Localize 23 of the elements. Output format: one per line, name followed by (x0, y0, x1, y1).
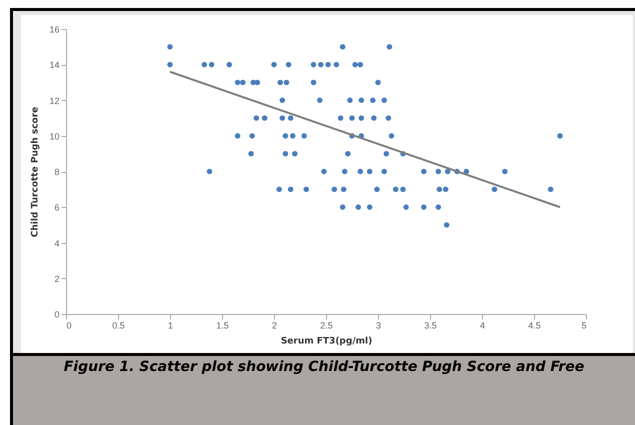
x-tick-label: 2 (272, 320, 278, 330)
y-tick-label: 0 (54, 310, 60, 320)
y-tick-label: 14 (49, 60, 60, 70)
y-tick-label: 6 (54, 202, 60, 213)
x-tick-label: 0.5 (112, 320, 125, 330)
x-tick-label: 4.5 (528, 320, 541, 330)
x-tick-label: 2.5 (320, 320, 333, 330)
y-tick-label: 12 (49, 96, 60, 106)
x-tick-label: 1.5 (216, 320, 229, 330)
y-tick-label: 4 (54, 238, 60, 248)
x-tick-label: 0 (66, 320, 72, 330)
y-tick-label: 16 (49, 24, 60, 34)
text: Figure 1. Scatter plot showing Child-Turcotte Pugh Score and Free (13, 353, 635, 425)
x-tick-label: 3 (376, 320, 382, 330)
y-tick-label: 10 (49, 131, 60, 142)
x-tick-label: 3.5 (424, 320, 437, 330)
y-axis-title: Child Turcotte Pugh score (30, 106, 40, 238)
x-tick-label: 4 (480, 320, 486, 330)
y-tick-label: 8 (54, 167, 60, 177)
y-tick-label: 2 (54, 274, 60, 284)
x-tick-label: 5 (581, 320, 586, 330)
x-tick-label: 1 (168, 320, 174, 330)
x-axis-title: Serum FT3(pg/ml) (280, 336, 372, 346)
